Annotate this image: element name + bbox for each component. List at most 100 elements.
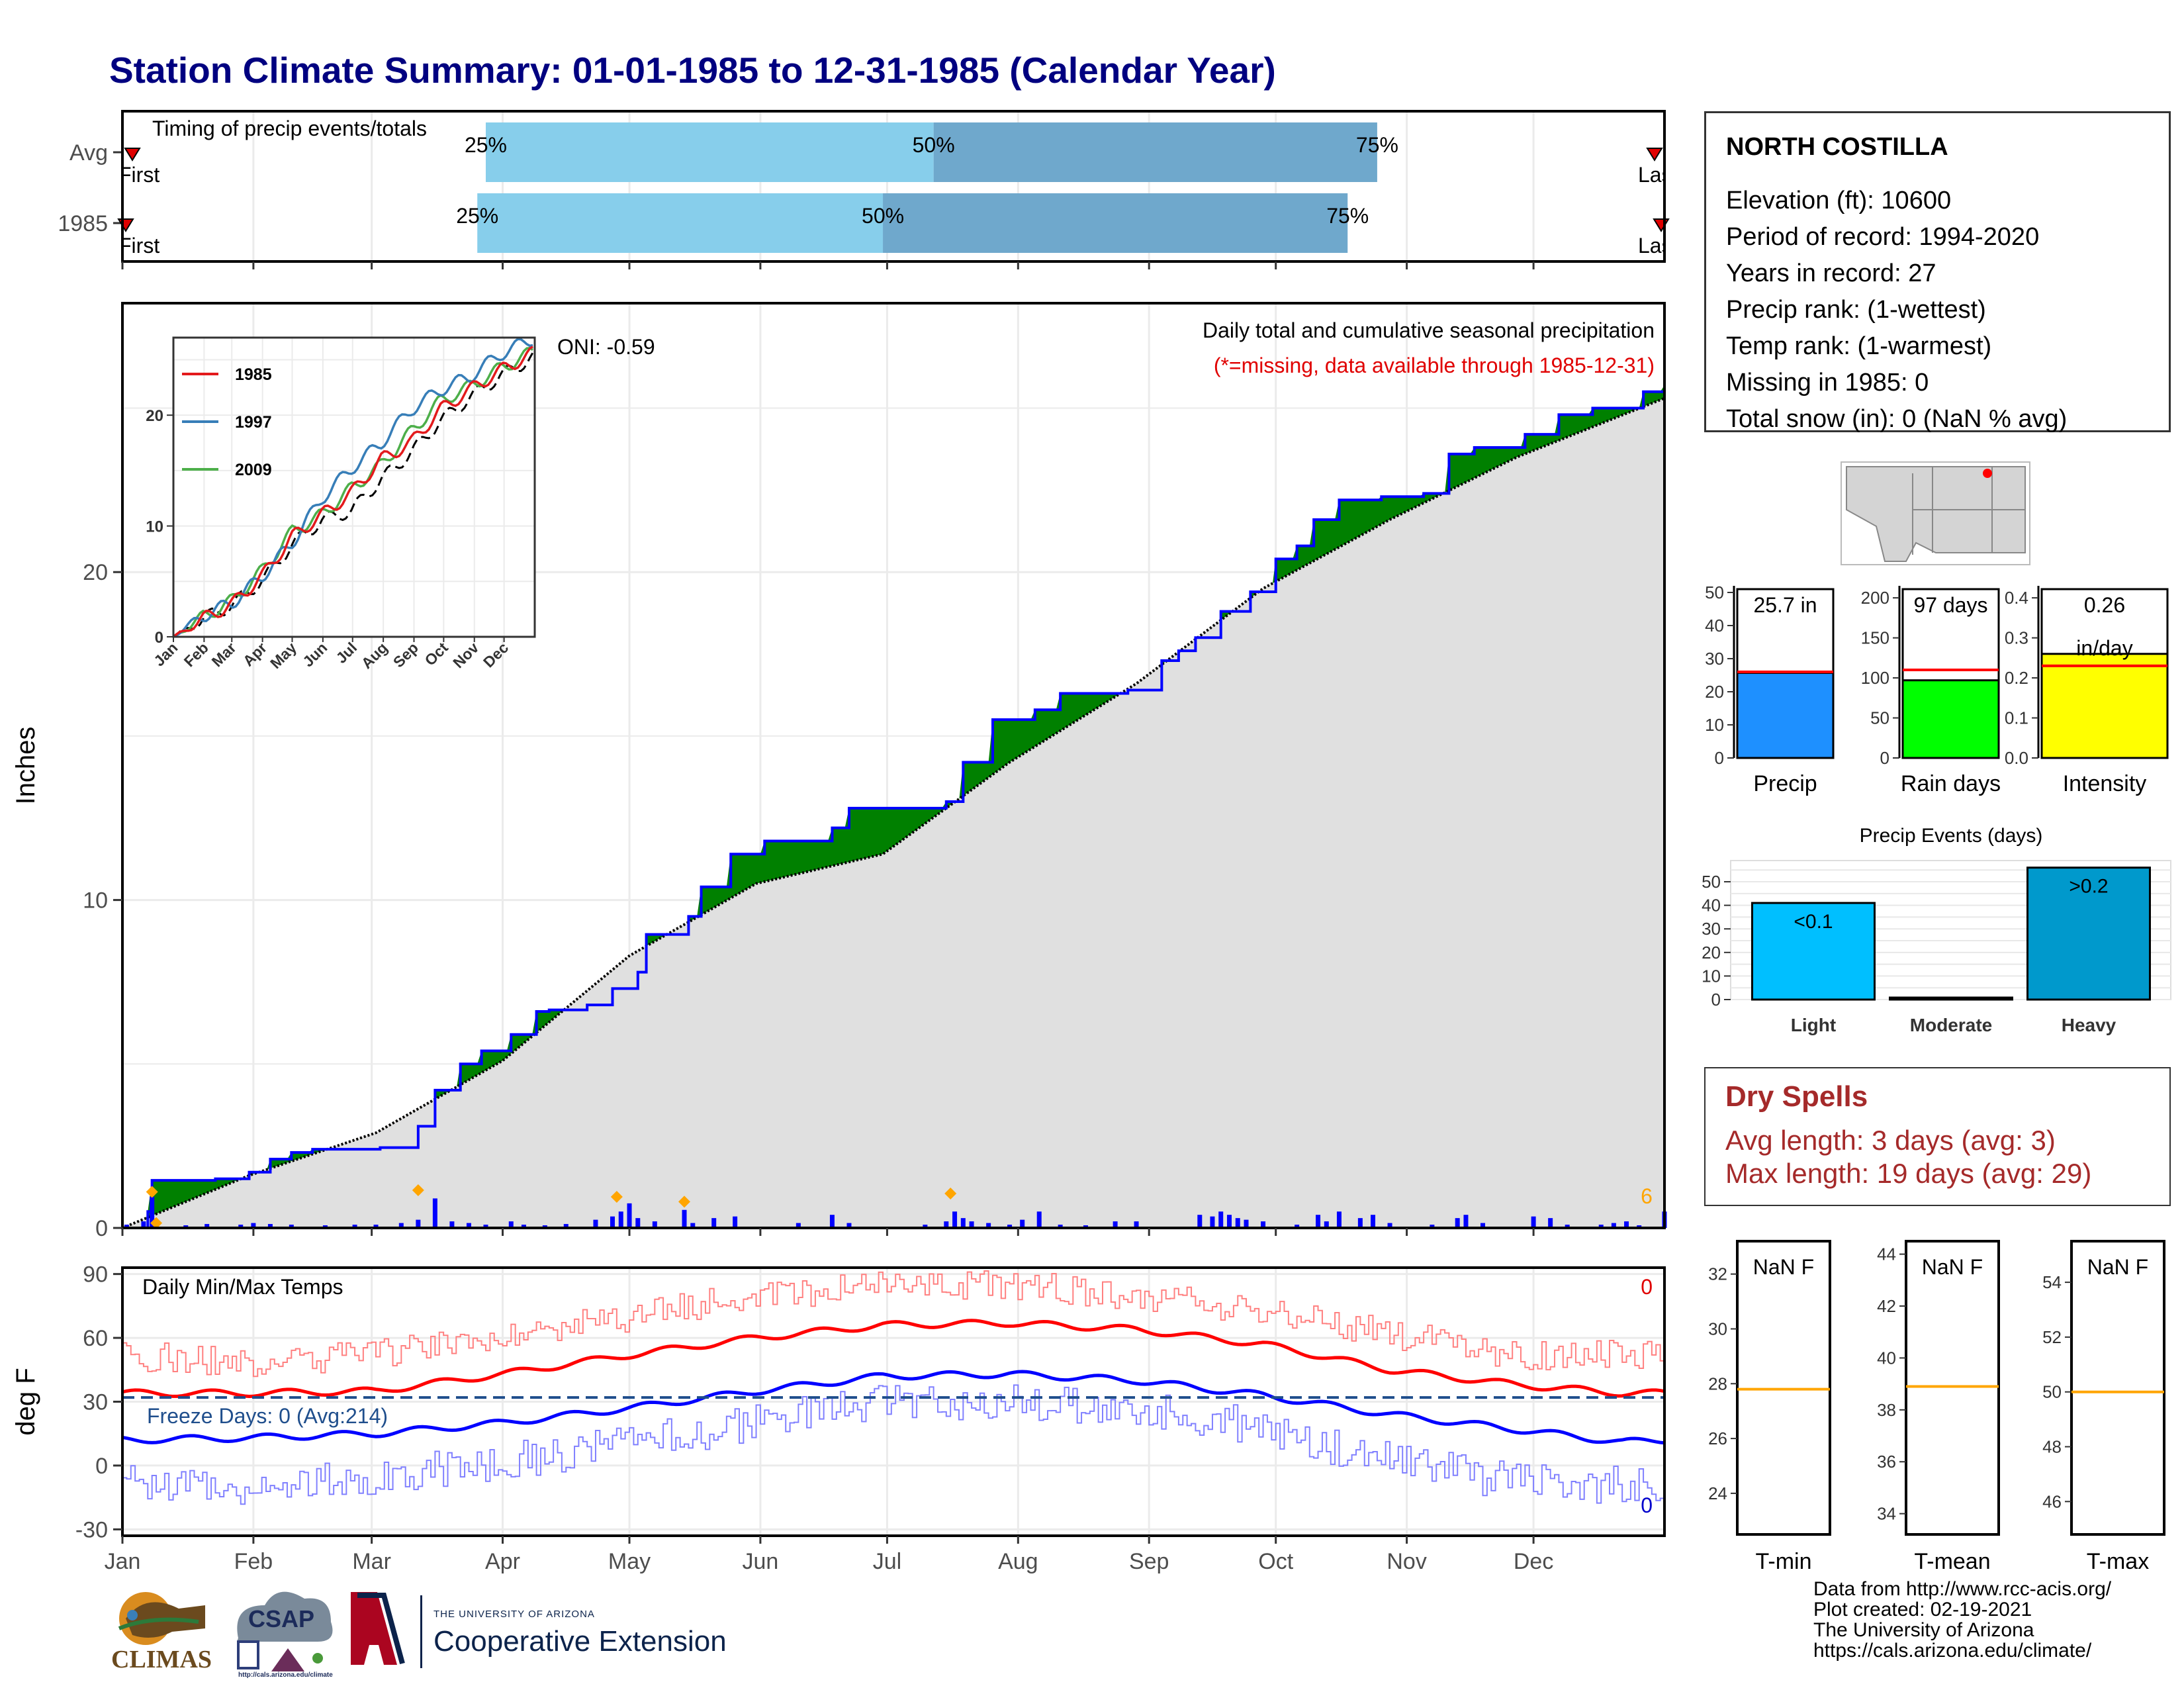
daily-precip-bar [1261, 1221, 1266, 1228]
daily-precip-bar [986, 1223, 991, 1228]
footer-line: Data from http://www.rcc-acis.org/ [1813, 1578, 2112, 1600]
daily-precip-bar [1134, 1221, 1139, 1228]
main-frame [121, 302, 1666, 1229]
timing-pct-label: 75% [1326, 204, 1369, 228]
inset-ytick-label: 10 [146, 518, 163, 536]
station-missing: Missing in 1985: 0 [1726, 369, 1929, 397]
temp-summary-ytick-label: 36 [1877, 1452, 1896, 1472]
timing-row-label: 1985 [58, 211, 108, 236]
timing-bar-lower [485, 122, 934, 182]
station-info-box: NORTH COSTILLA Elevation (ft): 10600 Per… [1704, 111, 2171, 433]
extreme-event-marker [610, 1190, 623, 1203]
summary-bar-0 [1736, 672, 1835, 759]
summary-value-label: 97 days [1913, 593, 1987, 617]
precip-event-bar-moderate [1889, 996, 2013, 1001]
daily-precip-bar [960, 1218, 966, 1228]
climas-logo-text: CLIMAS [111, 1646, 212, 1673]
timing-pct-label: 25% [465, 133, 507, 157]
station-temp-rank: Temp rank: (1-warmest) [1726, 332, 1992, 360]
cold-days-count: 0 [1641, 1493, 1653, 1517]
temp-summary-ytick-label: 40 [1877, 1348, 1896, 1368]
summary-ytick-label: 0.3 [2005, 628, 2028, 648]
footer-line: Plot created: 02-19-2021 [1813, 1599, 2032, 1620]
temp-month-label: Sep [1129, 1549, 1169, 1574]
summary-ytick-label: 0.4 [2005, 588, 2028, 608]
last-label: Last [1638, 163, 1678, 187]
summary-bar-label: Rain days [1901, 771, 2001, 796]
daily-precip-bar [1058, 1225, 1063, 1228]
daily-precip-bar [1316, 1215, 1321, 1228]
temp-month-label: Dec [1514, 1549, 1553, 1574]
daily-precip-bar [635, 1218, 641, 1228]
temp-month-label: May [608, 1549, 651, 1574]
dry-spells-box: Dry Spells Avg length: 3 days (avg: 3) M… [1704, 1067, 2171, 1206]
main-ytick-label: 20 [83, 560, 108, 585]
summary-ytick-label: 200 [1861, 588, 1889, 608]
daily-min-temp-line [122, 1384, 1665, 1505]
daily-precip-bar [141, 1221, 146, 1228]
temp-summary-frame [1736, 1240, 1831, 1536]
daily-precip-bar [733, 1216, 738, 1228]
cumulative-1985-line [122, 385, 1666, 1229]
first-label: First [118, 163, 159, 187]
summary-ytick-label: 40 [1705, 616, 1724, 635]
daily-precip-bar [593, 1219, 598, 1228]
above-average-area [1445, 385, 1664, 494]
temp-summary-ytick-label: 30 [1708, 1319, 1727, 1338]
timing-bar-lower [477, 193, 884, 253]
summary-ytick-label: 50 [1705, 583, 1724, 602]
events-ytick-label: 50 [1702, 872, 1721, 892]
temp-ytick-label: -30 [75, 1517, 108, 1542]
summary-ytick-label: 100 [1861, 668, 1889, 688]
hot-days-count: 0 [1641, 1275, 1653, 1299]
station-period: Period of record: 1994-2020 [1726, 223, 2040, 251]
temp-month-label: Nov [1387, 1549, 1426, 1574]
inset-frame [172, 336, 536, 638]
freeze-days-label: Freeze Days: 0 (Avg:214) [147, 1404, 388, 1428]
inset-ytick-label: 20 [146, 407, 163, 425]
inset-average-line [173, 352, 534, 638]
daily-precip-bar [1226, 1215, 1232, 1228]
daily-precip-bar [352, 1225, 357, 1228]
main-ytick-label: 0 [95, 1216, 108, 1241]
temp-ylabel: deg F [11, 1368, 40, 1435]
temp-summary-ytick-label: 28 [1708, 1374, 1727, 1393]
temp-summary-value: NaN F [1753, 1255, 1814, 1279]
temp-summary-ytick-label: 24 [1708, 1483, 1727, 1503]
daily-precip-bar [449, 1221, 455, 1228]
daily-precip-bar [1357, 1218, 1363, 1228]
temp-summary-ytick-label: 48 [2042, 1437, 2062, 1457]
daily-precip-bar [483, 1225, 488, 1228]
daily-precip-bar [1210, 1216, 1215, 1228]
daily-max-temp-line [122, 1270, 1665, 1378]
oni-label: ONI: -0.59 [557, 335, 655, 359]
extreme-event-marker [146, 1186, 158, 1198]
location-map [1841, 461, 2030, 565]
last-event-marker [1646, 148, 1663, 162]
precip-timing-panel: 25% 50% 75% Avg First Last 25% 50% 75% 1985 First L… [58, 110, 1678, 269]
daily-precip-bar [923, 1225, 928, 1228]
daily-precip-bar [1430, 1225, 1435, 1228]
above-average-area [684, 801, 955, 935]
daily-precip-bar [969, 1221, 974, 1228]
timing-frame [121, 110, 1666, 263]
precip-event-value-label: >0.2 [2069, 876, 2108, 898]
temp-summary-ytick-label: 50 [2042, 1382, 2062, 1402]
daily-precip-bar [1020, 1219, 1025, 1228]
temp-ytick-label: 60 [83, 1326, 108, 1351]
daily-precip-bar [508, 1221, 514, 1228]
daily-precip-bar [563, 1224, 569, 1228]
daily-precip-bar [1197, 1215, 1203, 1228]
temp-summary-value: NaN F [2087, 1255, 2148, 1279]
logos: CLIMAS CSAP http://cals.arizona.edu/clim… [106, 1579, 754, 1685]
daily-precip-bar [627, 1203, 632, 1228]
summary-bar-charts: 0 10 20 30 40 50 25.7 in Precip 0 50 100 150 200 97 d… [1705, 583, 2169, 796]
cumulative-precip-chart: 0 10 20 Inches Daily total and cumulative se… [11, 302, 1667, 1241]
station-details: Elevation (ft): 10600 Period of record: … [1726, 183, 2067, 438]
daily-precip-bar [944, 1221, 949, 1228]
csap-logo-text: CSAP [248, 1605, 315, 1632]
csap-logo [237, 1591, 333, 1671]
station-years: Years in record: 27 [1726, 259, 1936, 287]
extreme-event-marker [944, 1187, 957, 1199]
